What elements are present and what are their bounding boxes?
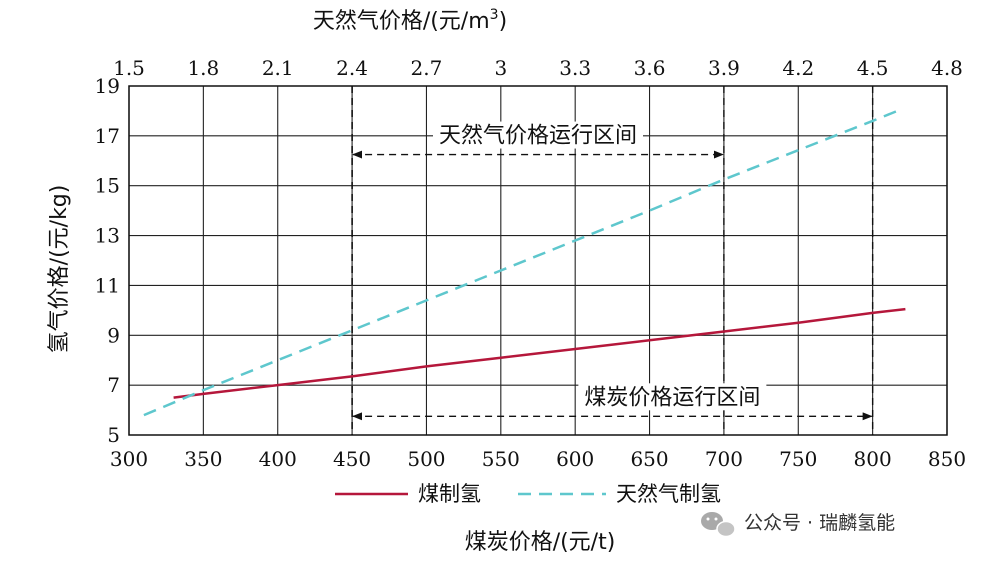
band-label-bg: [433, 121, 643, 149]
x-top-tick-label: 4.2: [782, 56, 814, 80]
x-bottom-tick-label: 600: [556, 447, 594, 471]
watermark: 公众号 · 瑞麟氢能: [701, 512, 895, 538]
bottom-axis-title: 煤炭价格/(元/t): [465, 530, 616, 555]
x-top-tick-label: 3.6: [634, 56, 666, 80]
x-top-tick-label: 1.5: [113, 56, 145, 80]
series-line-gas-hydrogen: [143, 109, 898, 417]
series-lines: [143, 109, 906, 417]
x-top-tick-label: 3: [494, 56, 507, 80]
x-bottom-tick-label: 400: [259, 447, 297, 471]
y-tick-label: 17: [95, 124, 120, 148]
band-label: 煤炭价格运行区间: [584, 385, 760, 410]
legend-label-gas: 天然气制氢: [616, 482, 721, 506]
y-tick-label: 9: [107, 323, 120, 347]
top-axis-title: 天然气价格/(元/m3): [313, 7, 507, 34]
x-bottom-tick-label: 850: [928, 447, 966, 471]
x-top-tick-label: 3.9: [708, 56, 740, 80]
y-tick-label: 15: [95, 174, 120, 198]
x-bottom-tick-label: 800: [854, 447, 892, 471]
x-top-tick-label: 4.8: [931, 56, 963, 80]
x-top-tick-label: 1.8: [187, 56, 219, 80]
band-label: 天然气价格运行区间: [439, 124, 637, 149]
x-bottom-tick-label: 750: [779, 447, 817, 471]
x-bottom-tick-label: 350: [184, 447, 222, 471]
x-top-tick-label: 4.5: [857, 56, 889, 80]
x-bottom-tick-label: 700: [705, 447, 743, 471]
x-bottom-tick-label: 300: [110, 447, 148, 471]
x-top-tick-label: 3.3: [559, 56, 591, 80]
watermark-text: 公众号 · 瑞麟氢能: [744, 512, 895, 534]
y-tick-label: 11: [95, 273, 120, 297]
band-label-bg: [578, 383, 767, 411]
y-axis-title: 氢气价格/(元/kg): [47, 185, 72, 354]
top-axis-title-sup: 3: [490, 7, 499, 23]
x-bottom-tick-label: 550: [482, 447, 520, 471]
y-tick-label: 5: [107, 423, 120, 447]
x-top-tick-label: 2.4: [336, 56, 368, 80]
series-line-coal-hydrogen: [173, 307, 906, 399]
legend: 煤制氢 天然气制氢: [335, 482, 721, 506]
x-bottom-tick-label: 500: [407, 447, 445, 471]
x-bottom-tick-label: 650: [630, 447, 668, 471]
x-top-tick-label: 2.7: [411, 56, 443, 80]
wechat-icon: [701, 512, 736, 538]
y-tick-label: 19: [95, 74, 120, 98]
top-axis-title-close: ): [499, 9, 508, 34]
y-tick-label: 7: [107, 373, 120, 397]
x-top-tick-label: 2.1: [262, 56, 294, 80]
legend-label-coal: 煤制氢: [418, 482, 481, 506]
plot-frame: [128, 85, 948, 436]
top-axis-title-main: 天然气价格/(元/m: [313, 9, 490, 34]
x-bottom-tick-label: 450: [333, 447, 371, 471]
y-tick-label: 13: [95, 224, 120, 248]
